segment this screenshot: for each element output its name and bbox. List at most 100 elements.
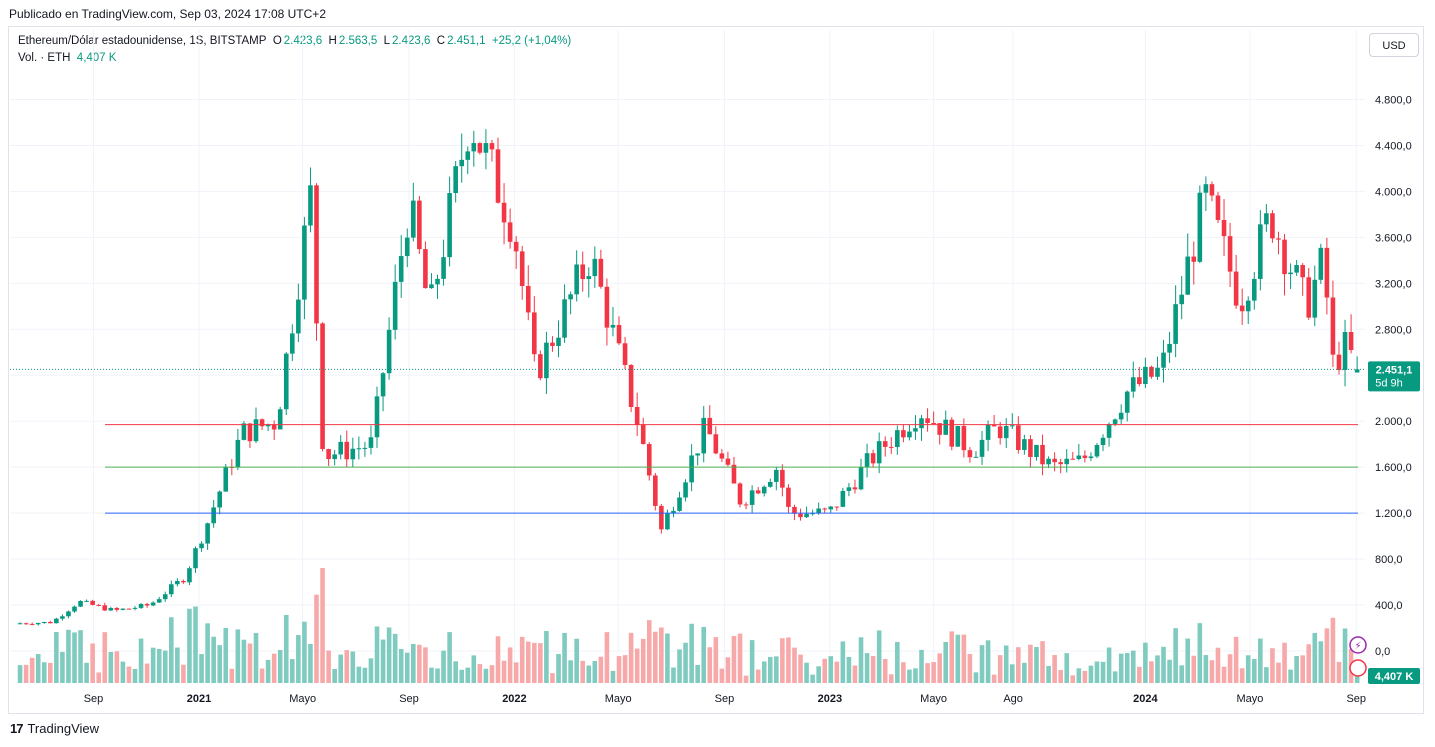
volume-bar — [290, 659, 295, 683]
candle-body — [707, 417, 713, 435]
candle-body — [556, 337, 561, 346]
candle-body — [102, 605, 108, 611]
volume-bar — [483, 668, 489, 683]
candle-body — [308, 185, 313, 226]
y-tick-label: 400,0 — [1375, 600, 1403, 612]
candle-body — [646, 444, 652, 476]
tradingview-logo-icon: 17 — [10, 721, 24, 736]
candle-body — [435, 278, 440, 285]
volume-bar — [374, 626, 380, 683]
candle-body — [1197, 192, 1203, 262]
candle-body — [338, 441, 344, 455]
candle-body — [362, 447, 368, 449]
candle-body — [114, 607, 120, 610]
candle-body — [864, 453, 870, 468]
volume-bar — [368, 658, 374, 683]
candle-body — [719, 453, 725, 459]
volume-bar — [60, 651, 65, 683]
volume-bar — [41, 662, 47, 683]
candle-body — [223, 466, 229, 492]
volume-bar — [810, 674, 815, 683]
candle-body — [459, 159, 465, 167]
y-tick-label: 2.000,0 — [1375, 416, 1412, 428]
candle-body — [937, 423, 942, 435]
volume-bar — [1137, 666, 1142, 683]
symbol-title[interactable]: Ethereum/Dólar estadounidense, 1S, BITST… — [18, 35, 267, 47]
volume-bar — [707, 647, 713, 683]
candle-body — [761, 486, 767, 494]
candle-body — [931, 422, 936, 424]
candle-body — [453, 166, 458, 194]
high-value: 2.563,5 — [338, 35, 378, 47]
volume-bar — [1300, 655, 1305, 683]
candle-body — [616, 324, 622, 344]
candle-body — [822, 508, 828, 510]
volume-bar — [1270, 648, 1275, 683]
candle-body — [217, 491, 223, 508]
candle-body — [901, 430, 906, 438]
candle-body — [1270, 213, 1275, 239]
currency-button[interactable]: USD — [1369, 33, 1419, 57]
candle-body — [683, 482, 688, 498]
volume-bar — [937, 653, 942, 683]
volume-bar — [622, 655, 628, 683]
volume-bar — [767, 656, 773, 683]
volume-bar — [175, 647, 180, 683]
candle-body — [1348, 332, 1354, 351]
candle-body — [392, 281, 398, 330]
volume-bar — [1294, 655, 1299, 683]
candle-body — [507, 222, 513, 242]
volume-bar — [804, 662, 809, 683]
volume-bar — [1221, 666, 1227, 683]
volume-bar — [1336, 661, 1342, 683]
candle-body — [181, 580, 186, 583]
volume-bar — [23, 664, 29, 683]
candle-body — [1076, 455, 1082, 460]
candle-body — [332, 454, 337, 460]
candle-body — [199, 543, 204, 549]
low-value: 2.423,6 — [392, 35, 431, 47]
candle-body — [810, 513, 815, 515]
volume-bar — [150, 647, 156, 683]
volume-bar — [138, 638, 144, 683]
candle-body — [919, 418, 924, 429]
volume-bar — [187, 608, 192, 683]
volume-bar — [465, 667, 471, 683]
x-tick-label: 2021 — [187, 693, 211, 705]
volume-bar — [513, 662, 519, 683]
candle-body — [852, 487, 858, 490]
candle-body — [622, 343, 628, 365]
candle-body — [356, 448, 362, 450]
candle-body — [60, 616, 65, 619]
volume-bar — [568, 660, 573, 683]
volume-bar — [1251, 659, 1257, 683]
volume-bar — [1288, 669, 1293, 683]
candle-body — [1149, 366, 1154, 377]
volume-bar — [1312, 632, 1318, 683]
volume-bar — [671, 667, 676, 683]
volume-bar — [181, 664, 186, 683]
candle-body — [925, 418, 930, 423]
volume-bar — [780, 638, 785, 683]
volume-bar — [477, 664, 483, 683]
candle-body — [205, 523, 210, 544]
volume-bar — [755, 669, 761, 683]
volume-bar — [677, 649, 682, 683]
volume-bar — [441, 650, 446, 683]
candle-body — [1118, 412, 1124, 420]
volume-bar — [501, 660, 507, 683]
tradingview-footer[interactable]: 17 TradingView — [10, 721, 99, 736]
candle-body — [187, 568, 192, 583]
candle-body — [967, 450, 973, 458]
candle-body — [1009, 425, 1015, 427]
volume-bar — [265, 659, 271, 683]
volume-label[interactable]: Vol. · ETH — [18, 52, 71, 64]
candle-body — [550, 342, 555, 346]
brand-name: TradingView — [27, 721, 100, 736]
candle-body — [368, 437, 374, 448]
candle-body — [1082, 455, 1088, 459]
candle-body — [876, 441, 882, 464]
volume-bar — [350, 651, 356, 683]
open-label: O — [272, 35, 282, 47]
